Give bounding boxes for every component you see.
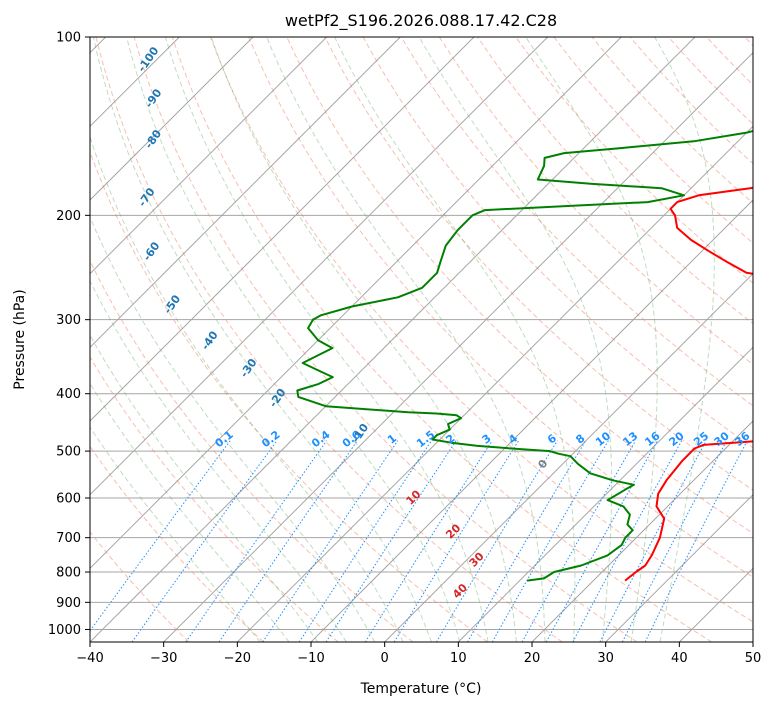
moist-adiabat-line: [90, 334, 319, 642]
x-tick-label: −40: [76, 651, 103, 666]
dry-adiabat-line: [591, 37, 753, 204]
isotherm-line: [90, 37, 696, 642]
moist-adiabat-line: [418, 37, 613, 642]
mixing-ratio-line: [435, 440, 558, 642]
moist-adiabat-line: [90, 426, 261, 642]
mixing-ratio-line: [298, 440, 432, 642]
mixing-ratio-line: [218, 440, 358, 642]
plot-background: [90, 37, 753, 642]
dry-adiabat-line: [95, 37, 563, 642]
dry-adiabat-line: [400, 37, 753, 407]
y-tick-label: 400: [56, 387, 81, 402]
mixing-ratio-line: [364, 440, 493, 642]
plot-frame: [89, 36, 754, 643]
y-tick-label: 600: [56, 492, 81, 507]
y-tick-label: 500: [56, 445, 81, 460]
x-tick-label: 30: [597, 651, 614, 666]
dry-adiabat-line: [438, 37, 753, 365]
mixing-ratio-line: [131, 440, 278, 642]
dry-adiabat-line: [90, 355, 339, 642]
mixing-ratio-line: [393, 440, 520, 642]
y-tick-label: 800: [56, 566, 81, 581]
moist-adiabat-line: [92, 37, 432, 642]
y-axis-title: Pressure (hPa): [12, 289, 28, 389]
moist-adiabat-line: [126, 37, 461, 642]
y-tick-label: 300: [56, 313, 81, 328]
y-tick-label: 100: [56, 31, 81, 46]
dry-adiabat-line: [90, 150, 488, 642]
x-tick-label: 20: [524, 651, 541, 666]
moist-adiabat-line: [654, 37, 715, 642]
isotherm-line: [384, 272, 753, 642]
temperature-profile: [624, 186, 753, 582]
chart-title: wetPf2_S196.2026.088.17.42.C28: [285, 11, 557, 31]
dry-adiabat-line: [553, 37, 753, 244]
x-tick-label: 10: [450, 651, 467, 666]
moist-adiabat-line: [90, 215, 376, 642]
x-tick-label: −30: [150, 651, 177, 666]
mixing-ratio-line: [644, 440, 748, 642]
dry-adiabat-line: [133, 37, 638, 642]
moist-adiabat-line: [266, 37, 546, 642]
isotherm-line: [90, 37, 622, 570]
moist-adiabat-line: [164, 37, 489, 642]
mixing-ratio-line: [599, 440, 707, 642]
isotherm-line: [90, 37, 328, 275]
mixing-ratio-line: [621, 440, 728, 642]
moist-adiabat-line: [90, 382, 290, 642]
dry-adiabat-line: [477, 37, 753, 325]
mixing-ratio-line: [325, 440, 457, 642]
dry-adiabat-line: [286, 37, 753, 534]
sounding-profiles: [296, 129, 753, 582]
dry-adiabat-line: [210, 37, 753, 623]
moist-adiabat-line: [334, 37, 576, 642]
isotherm-line: [163, 51, 753, 642]
isotherm-line: [90, 37, 401, 349]
moist-adiabat-line: [210, 37, 517, 642]
dry-adiabat-line: [248, 37, 753, 578]
isotherm-line: [531, 420, 753, 642]
moist-adiabat-line: [90, 135, 404, 642]
isotherm-line: [90, 37, 549, 496]
mixing-ratio-line: [467, 440, 587, 642]
y-axis: 100 200 300 400 500 600 700 800 900 1000: [48, 31, 90, 638]
x-tick-label: −10: [297, 651, 324, 666]
dry-adiabat-line: [90, 259, 414, 642]
x-axis-title: Temperature (°C): [360, 681, 482, 697]
isotherm-line: [605, 493, 753, 642]
x-tick-label: −20: [224, 651, 251, 666]
x-tick-label: 0: [381, 651, 389, 666]
isotherm-line: [90, 37, 475, 422]
moist-adiabat-line: [525, 37, 658, 642]
mixing-ratio-line: [491, 440, 609, 642]
dry-adiabat-line: [90, 531, 190, 642]
dry-adiabat-line: [324, 37, 753, 491]
isotherm-line: [457, 346, 753, 642]
dewpoint-profile: [296, 129, 753, 582]
isotherm-line: [236, 125, 753, 642]
mixing-ratio-line: [185, 440, 328, 642]
y-tick-label: 900: [56, 596, 81, 611]
x-axis: −40 −30 −20 −10 0 10 20 30 40 50: [76, 642, 761, 666]
x-tick-label: 40: [671, 651, 688, 666]
y-tick-label: 1000: [48, 623, 81, 638]
isotherm-line: [90, 37, 254, 201]
x-tick-label: 50: [745, 651, 762, 666]
background-lines: [90, 37, 753, 642]
dry-adiabat-line: [171, 37, 712, 642]
y-tick-label: 200: [56, 209, 81, 224]
y-tick-label: 700: [56, 531, 81, 546]
dry-adiabat-line: [362, 37, 753, 449]
